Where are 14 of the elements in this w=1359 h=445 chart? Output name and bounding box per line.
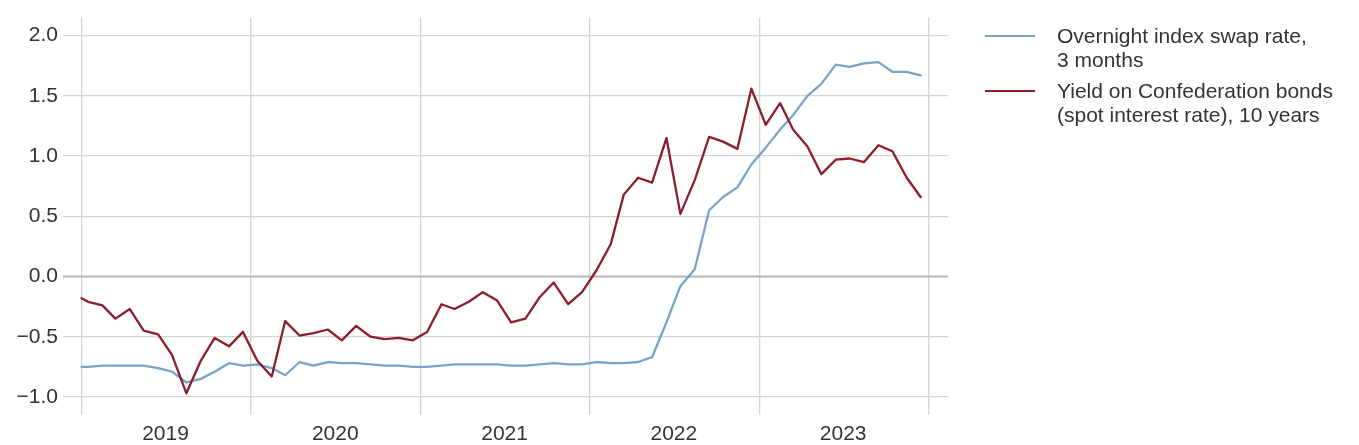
y-tick-label: −1.0 [16,383,58,407]
x-tick-label: 2020 [311,421,359,445]
y-tick-label: −0.5 [16,323,58,347]
y-tick-label: 0.5 [28,203,58,227]
y-tick-label: 1.0 [28,142,58,166]
y-tick-label: 0.0 [28,263,58,287]
y-tick-label: 1.5 [28,82,58,106]
legend-label: Overnight index swap rate, 3 months [1057,23,1307,72]
x-tick-label: 2023 [819,421,867,445]
legend-label: Yield on Confederation bonds (spot interest rate), 10 years [1057,78,1333,127]
x-tick-label: 2021 [481,421,528,445]
x-tick-label: 2019 [142,421,189,445]
y-tick-label: 2.0 [28,22,58,46]
x-tick-label: 2022 [650,421,698,445]
